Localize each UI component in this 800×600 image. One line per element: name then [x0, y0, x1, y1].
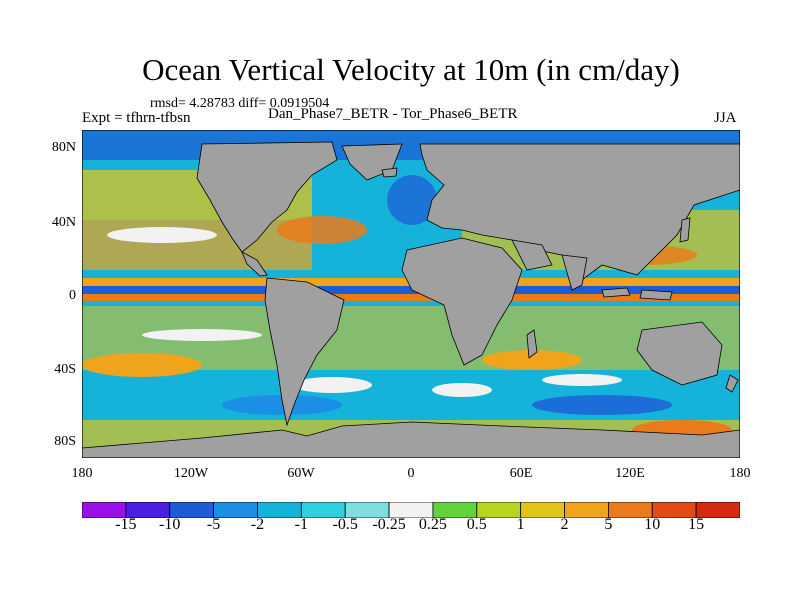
- lon-label-180e: 180: [729, 466, 751, 481]
- lat-label-80n: 80N: [51, 140, 76, 155]
- colorbar-label: 0.5: [466, 516, 487, 533]
- colorbar-label: 10: [644, 516, 661, 533]
- case-comparison-label: Dan_Phase7_BETR - Tor_Phase6_BETR: [268, 106, 518, 122]
- lat-label-40s: 40S: [54, 362, 76, 377]
- lon-label-120e: 120E: [615, 466, 645, 481]
- colorbar-label: -15: [115, 516, 137, 533]
- colorbar-label: -0.25: [372, 516, 406, 533]
- experiment-label: Expt = tfhrn-tfbsn: [82, 110, 191, 126]
- lon-label-180w: 180: [71, 466, 93, 481]
- colorbar-label: 15: [688, 516, 705, 533]
- colorbar: [82, 502, 740, 518]
- rmsd-diff-stats: rmsd= 4.28783 diff= 0.0919504: [150, 96, 330, 111]
- lon-label-0: 0: [407, 466, 415, 481]
- colorbar-label: -1: [294, 516, 308, 533]
- colorbar-label: -10: [159, 516, 181, 533]
- colorbar-label: 0.25: [418, 516, 447, 533]
- colorbar-label: -2: [250, 516, 265, 533]
- colorbar-swatch: [695, 502, 740, 518]
- land-masses: [82, 141, 740, 458]
- ocean-velocity-map: [82, 130, 740, 458]
- lon-label-60e: 60E: [509, 466, 533, 481]
- colorbar-label: -5: [206, 516, 221, 533]
- lat-label-80s: 80S: [54, 434, 76, 449]
- season-label: JJA: [714, 110, 737, 126]
- colorbar-label: -0.5: [332, 516, 358, 533]
- map-title: Ocean Vertical Velocity at 10m (in cm/da…: [142, 52, 680, 87]
- lat-label-40n: 40N: [51, 215, 76, 230]
- colorbar-label: 5: [604, 516, 613, 533]
- colorbar-label: 2: [560, 516, 569, 533]
- lon-label-60w: 60W: [287, 466, 315, 481]
- lon-label-120w: 120W: [173, 466, 209, 481]
- colorbar-label: 1: [516, 516, 525, 533]
- lat-label-0: 0: [69, 288, 76, 303]
